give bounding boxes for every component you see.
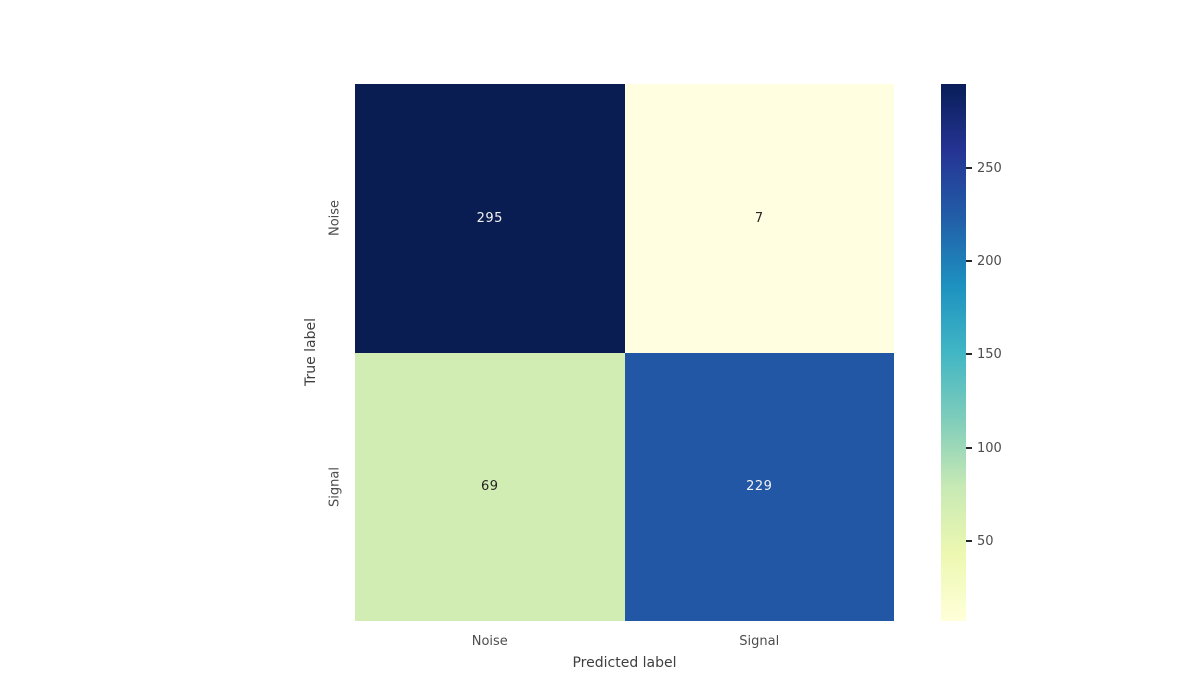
colorbar-tick-label: 250 xyxy=(977,160,1002,176)
cell-value: 7 xyxy=(754,210,764,226)
cell-value: 69 xyxy=(480,479,499,495)
colorbar-gradient xyxy=(941,84,966,621)
colorbar-tick-50: 50 xyxy=(966,533,994,549)
heatmap-cell-true-noise-pred-noise: 295 xyxy=(355,84,625,353)
colorbar-tickmark xyxy=(966,447,972,449)
y-axis-title: True label xyxy=(303,317,319,387)
x-tick-labels: Noise Signal xyxy=(355,634,894,649)
x-axis-title: Predicted label xyxy=(572,655,677,671)
heatmap: 295 7 69 229 xyxy=(355,84,894,621)
heatmap-cell-true-noise-pred-signal: 7 xyxy=(624,84,894,353)
colorbar-tick-label: 100 xyxy=(977,440,1002,456)
colorbar-tick-label: 150 xyxy=(977,346,1002,362)
colorbar-tickmark xyxy=(966,260,972,262)
colorbar: 250 200 150 100 50 xyxy=(941,84,1031,621)
x-tick-label-noise: Noise xyxy=(471,634,508,649)
colorbar-tickmark xyxy=(966,353,972,355)
colorbar-tickmark xyxy=(966,167,972,169)
heatmap-cell-true-signal-pred-noise: 69 xyxy=(355,352,625,621)
colorbar-tick-label: 200 xyxy=(977,253,1002,269)
y-tick-label-signal: Signal xyxy=(327,467,343,507)
colorbar-tick-250: 250 xyxy=(966,160,1002,176)
cell-value: 295 xyxy=(476,210,503,226)
colorbar-tick-100: 100 xyxy=(966,440,1002,456)
colorbar-tick-150: 150 xyxy=(966,346,1002,362)
y-tick-label-noise: Noise xyxy=(327,199,343,237)
x-tick-label-signal: Signal xyxy=(739,634,780,649)
heatmap-cell-true-signal-pred-signal: 229 xyxy=(624,352,894,621)
colorbar-tickmark xyxy=(966,540,972,542)
cell-value: 229 xyxy=(746,479,773,495)
colorbar-tick-label: 50 xyxy=(977,533,994,549)
colorbar-tick-200: 200 xyxy=(966,253,1002,269)
